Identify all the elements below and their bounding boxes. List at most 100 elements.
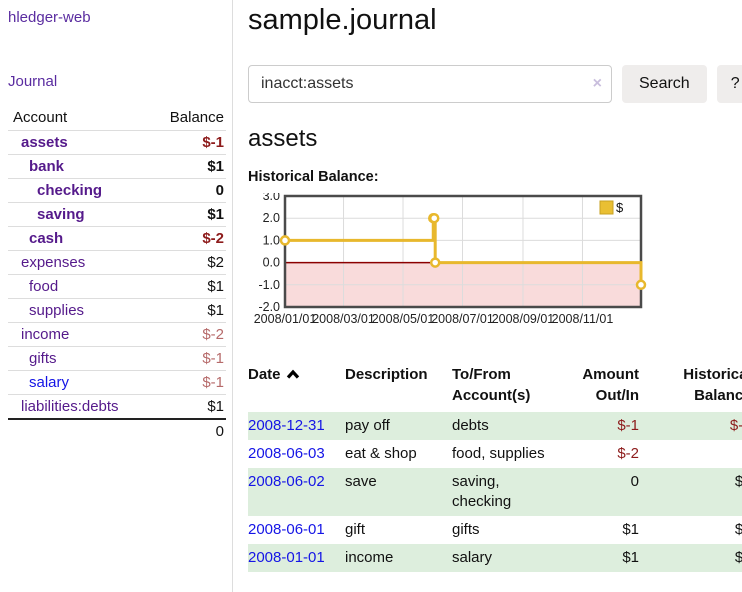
account-row: supplies $1 xyxy=(8,298,226,323)
transaction-description: eat & shop xyxy=(345,445,417,462)
account-balance: $-1 xyxy=(148,346,226,371)
account-link-checking[interactable]: checking xyxy=(37,182,103,199)
account-heading: assets xyxy=(248,125,318,152)
legend-label: $ xyxy=(616,200,624,215)
data-point-marker xyxy=(279,235,291,246)
account-total-balance: 0 xyxy=(148,418,226,443)
plot-border xyxy=(283,194,643,309)
amount-column-header: Amount Out/In xyxy=(582,366,639,404)
account-link-liabilities-debts[interactable]: liabilities:debts xyxy=(21,398,119,415)
account-balance: 0 xyxy=(148,178,226,203)
transaction-accounts: saving, checking xyxy=(452,473,512,510)
account-link-income[interactable]: income xyxy=(21,326,70,343)
account-row: cash $-2 xyxy=(8,226,226,251)
transaction-accounts: gifts xyxy=(452,521,480,538)
account-row: food $1 xyxy=(8,274,226,299)
account-link-salary[interactable]: salary xyxy=(29,374,70,391)
account-row: liabilities:debts $1 xyxy=(8,394,226,420)
transaction-balance: $2 xyxy=(734,473,742,490)
account-row: assets $-1 xyxy=(8,130,226,155)
sort-ascending-icon xyxy=(286,369,299,379)
account-balance: $1 xyxy=(148,202,226,227)
register-table: Date Description To/From Account(s) Amou… xyxy=(248,361,742,572)
main-panel: sample.journal × Search ? assets Histori… xyxy=(233,0,742,592)
y-tick-label: -2.0 xyxy=(258,300,280,314)
data-point-marker xyxy=(635,279,647,291)
account-link-supplies[interactable]: supplies xyxy=(29,302,85,319)
transaction-balance: $-1 xyxy=(729,417,742,434)
account-row: saving $1 xyxy=(8,202,226,227)
account-link-expenses[interactable]: expenses xyxy=(21,254,86,271)
sidebar: hledger-web Journal Account Balance asse… xyxy=(0,0,233,592)
account-link-bank[interactable]: bank xyxy=(29,158,65,175)
transaction-date-link[interactable]: 2008-06-01 xyxy=(248,521,325,538)
account-tree-table: Account Balance assets $-1 bank $1 check… xyxy=(8,106,226,443)
transaction-row: 2008-06-03 eat & shop food, supplies $-2… xyxy=(248,440,742,468)
transaction-description: save xyxy=(345,473,377,490)
search-form: × Search ? xyxy=(248,65,742,103)
x-tick-label: 2008/05/01 xyxy=(372,312,435,326)
account-balance: $-2 xyxy=(148,322,226,347)
account-balance: $1 xyxy=(148,298,226,323)
transaction-balance: 0 xyxy=(641,440,742,468)
transaction-row: 2008-06-02 save saving, checking 0 $2 xyxy=(248,468,742,516)
balance-column-header: Balance xyxy=(148,106,226,131)
historical-balance-chart: $3.0 2.0 1.0 0.0 -1.0 -2.0 2008/01/01 2008/03/0… xyxy=(248,193,742,335)
account-balance: $-2 xyxy=(148,226,226,251)
clear-search-icon[interactable]: × xyxy=(592,75,602,92)
transaction-accounts: salary xyxy=(452,549,493,566)
account-row: bank $1 xyxy=(8,154,226,179)
page-title: sample.journal xyxy=(248,4,437,36)
tofrom-column-header: To/From Account(s) xyxy=(452,366,531,404)
brand-link[interactable]: hledger-web xyxy=(8,9,91,26)
transaction-amount: $-1 xyxy=(617,417,639,434)
search-box: × xyxy=(248,65,612,103)
transaction-amount: $-2 xyxy=(617,445,639,462)
register-header-row: Date Description To/From Account(s) Amou… xyxy=(248,361,742,412)
account-balance: $1 xyxy=(148,394,226,420)
account-link-cash[interactable]: cash xyxy=(29,230,64,247)
transaction-amount: 0 xyxy=(630,473,639,490)
account-link-saving[interactable]: saving xyxy=(37,206,85,223)
search-button[interactable]: Search xyxy=(622,65,707,103)
transaction-date-link[interactable]: 2008-12-31 xyxy=(248,417,325,434)
account-row: checking 0 xyxy=(8,178,226,203)
transaction-description: income xyxy=(345,549,394,566)
sidebar-item-journal[interactable]: Journal xyxy=(8,73,58,90)
transaction-amount: $1 xyxy=(622,521,639,538)
account-tree-header: Account Balance xyxy=(8,106,226,131)
account-balance: $-1 xyxy=(148,130,226,155)
account-balance: $1 xyxy=(148,274,226,299)
search-input[interactable] xyxy=(248,65,612,103)
data-point-marker xyxy=(429,257,441,268)
account-row: expenses $2 xyxy=(8,250,226,275)
transaction-amount: $1 xyxy=(622,549,639,566)
transaction-date-link[interactable]: 2008-06-03 xyxy=(248,445,325,462)
help-button[interactable]: ? xyxy=(716,65,742,103)
transaction-balance: $2 xyxy=(734,521,742,538)
y-tick-label: 1.0 xyxy=(263,233,280,247)
transaction-description: pay off xyxy=(345,417,390,434)
account-link-assets[interactable]: assets xyxy=(21,134,68,151)
x-tick-label: 2008/01/01 xyxy=(254,312,317,326)
account-row: salary $-1 xyxy=(8,370,226,395)
transaction-date-link[interactable]: 2008-01-01 xyxy=(248,549,325,566)
account-row: income $-2 xyxy=(8,322,226,347)
account-link-gifts[interactable]: gifts xyxy=(29,350,57,367)
transaction-accounts: food, supplies xyxy=(452,445,545,462)
transaction-row: 2008-06-01 gift gifts $1 $2 xyxy=(248,516,742,544)
y-tick-label: 3.0 xyxy=(263,193,280,203)
x-tick-label: 2008/07/01 xyxy=(431,312,494,326)
account-balance: $2 xyxy=(148,250,226,275)
description-column-header: Description xyxy=(345,366,428,383)
chart-title: Historical Balance: xyxy=(248,169,379,185)
account-total-row: 0 xyxy=(8,418,226,443)
transaction-date-link[interactable]: 2008-06-02 xyxy=(248,473,325,490)
transaction-row: 2008-12-31 pay off debts $-1 $-1 xyxy=(248,412,742,440)
transaction-balance: $1 xyxy=(734,549,742,566)
account-link-food[interactable]: food xyxy=(29,278,59,295)
account-balance: $1 xyxy=(148,154,226,179)
y-tick-label: 2.0 xyxy=(263,211,280,225)
x-tick-label: 2008/09/01 xyxy=(492,312,555,326)
